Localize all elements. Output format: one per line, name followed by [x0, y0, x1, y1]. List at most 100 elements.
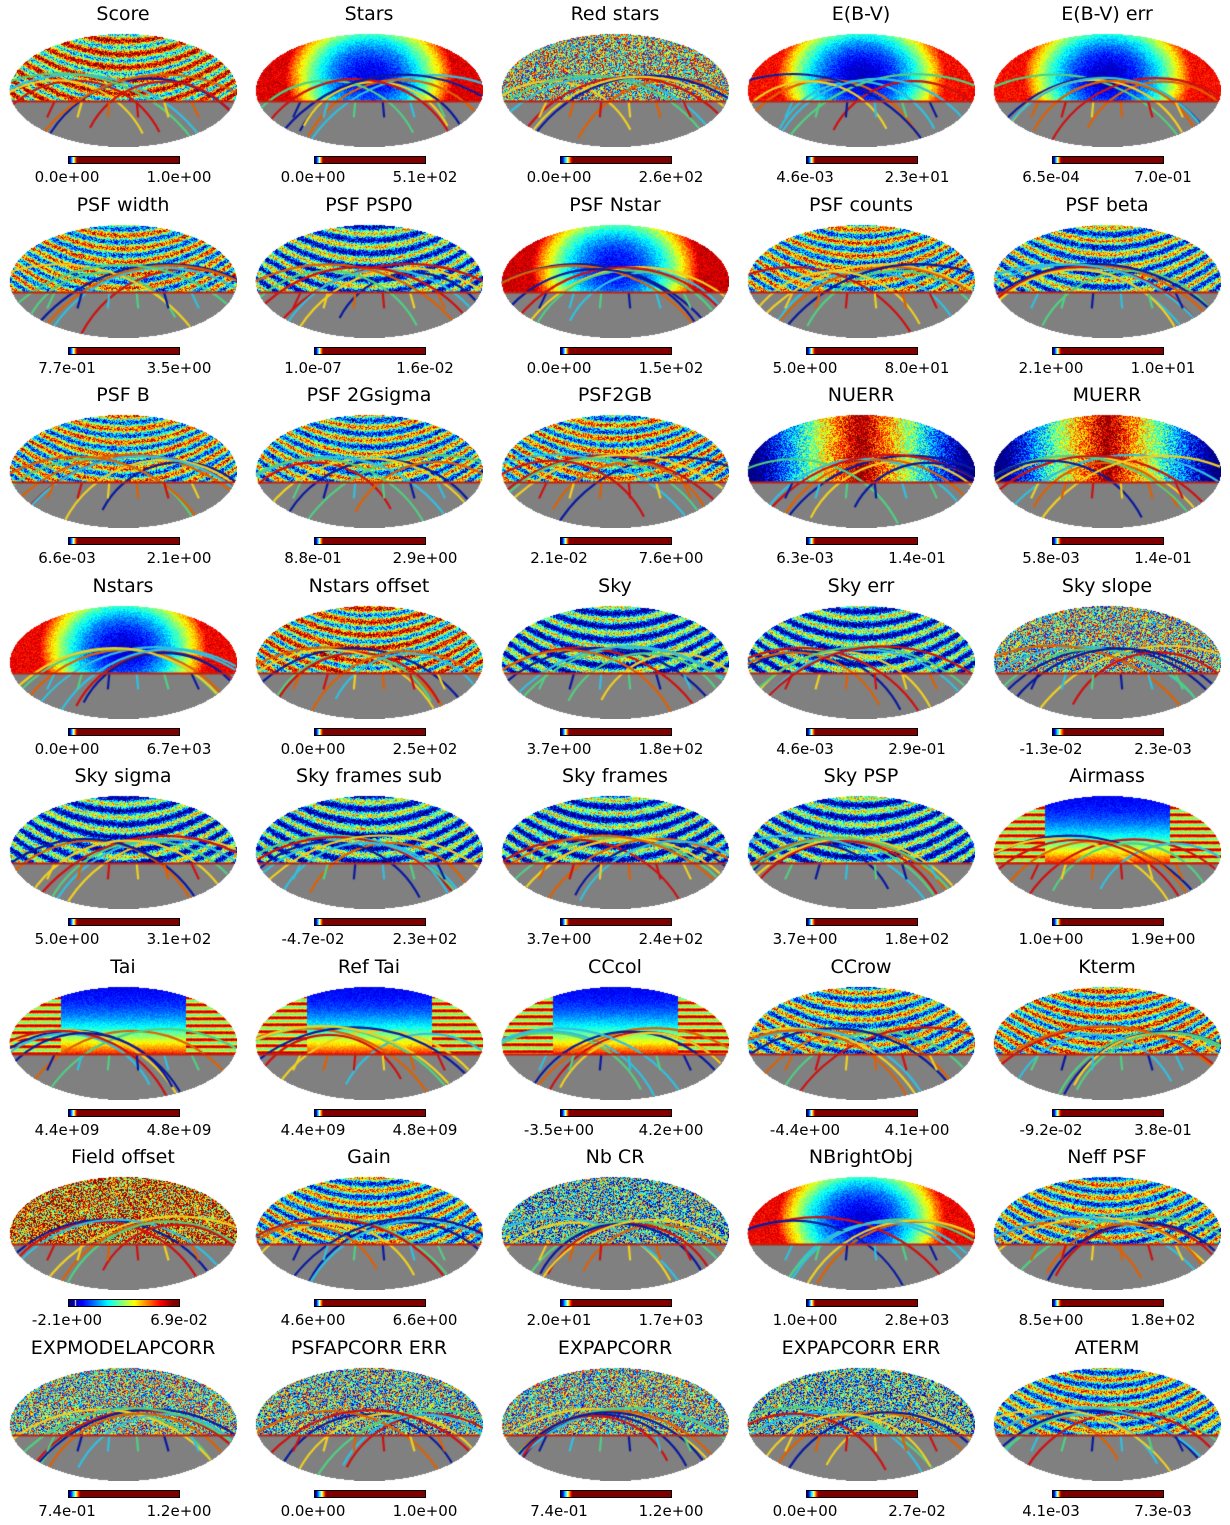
mollweide-map: [255, 223, 483, 338]
map-panel-21: Sky sigma 5.0e+00 3.1e+02: [0, 762, 246, 952]
colorbar: [806, 346, 918, 355]
map-title: Sky: [598, 574, 632, 597]
mollweide-map: [501, 985, 729, 1100]
mollweide-map: [501, 33, 729, 147]
colorbar-max-label: 4.1e+00: [884, 1120, 950, 1139]
map-title: Stars: [344, 3, 394, 25]
colorbar: [68, 537, 180, 545]
colorbar-min-label: -4.4e+00: [769, 1120, 841, 1139]
map-title: NBrightObj: [808, 1146, 914, 1168]
mollweide-map: [993, 604, 1221, 719]
colorbar-max-label: 2.3e+02: [392, 930, 458, 948]
colorbar: [1052, 537, 1164, 545]
mollweide-map: [993, 795, 1221, 909]
map-title: Sky slope: [1061, 574, 1153, 597]
map-title: PSF 2Gsigma: [306, 384, 432, 406]
map-title: Sky sigma: [74, 765, 172, 787]
colorbar-max-label: 2.7e-02: [888, 1501, 946, 1520]
mollweide-map: [747, 1176, 975, 1290]
map-panel-40: ATERM 4.1e-03 7.3e-03: [984, 1334, 1230, 1524]
colorbar-min-label: 6.5e-04: [1022, 168, 1080, 186]
colorbar-max-label: 3.1e+02: [146, 930, 212, 948]
colorbar: [314, 1108, 426, 1117]
colorbar-max-label: 1.8e+02: [884, 930, 950, 948]
mollweide-map: [747, 604, 975, 719]
map-title: Nb CR: [585, 1146, 645, 1168]
colorbar-max-label: 2.3e-03: [1134, 739, 1192, 758]
colorbar-min-label: 4.1e-03: [1022, 1501, 1080, 1520]
colorbar-max-label: 1.4e-01: [888, 549, 946, 567]
colorbar: [1052, 1299, 1164, 1307]
colorbar: [68, 1108, 180, 1117]
colorbar-max-label: 2.1e+00: [146, 549, 212, 567]
colorbar-min-label: 4.6e-03: [776, 739, 834, 758]
colorbar-min-label: 2.1e+00: [1018, 358, 1084, 377]
colorbar-min-label: 0.0e+00: [34, 739, 100, 758]
colorbar-max-label: 1.7e+03: [638, 1311, 704, 1329]
colorbar-min-label: 4.4e+09: [34, 1120, 100, 1139]
map-panel-39: EXPAPCORR ERR 0.0e+00 2.7e-02: [738, 1334, 984, 1524]
mollweide-map: [747, 985, 975, 1100]
map-title: CCrow: [830, 955, 892, 978]
colorbar: [806, 1489, 918, 1498]
colorbar: [68, 346, 180, 355]
mollweide-map: [501, 223, 729, 338]
map-title: E(B-V): [831, 3, 891, 25]
map-title: EXPAPCORR ERR: [781, 1336, 941, 1359]
map-panel-32: Gain 4.6e+00 6.6e+00: [246, 1143, 492, 1333]
colorbar-min-label: 3.7e+00: [526, 930, 592, 948]
map-panel-3: Red stars 0.0e+00 2.6e+02: [492, 0, 738, 190]
map-panel-9: PSF counts 5.0e+00 8.0e+01: [738, 191, 984, 381]
map-title: MUERR: [1072, 384, 1142, 406]
colorbar-min-label: 7.4e-01: [530, 1501, 588, 1520]
colorbar-max-label: 6.9e-02: [150, 1311, 208, 1329]
colorbar-min-label: 7.4e-01: [38, 1501, 96, 1520]
map-panel-8: PSF Nstar 0.0e+00 1.5e+02: [492, 191, 738, 381]
map-panel-29: CCrow -4.4e+00 4.1e+00: [738, 953, 984, 1143]
colorbar-min-label: -3.5e+00: [523, 1120, 595, 1139]
map-title: Airmass: [1069, 765, 1145, 787]
colorbar-max-label: 3.8e-01: [1134, 1120, 1192, 1139]
colorbar: [560, 1489, 672, 1498]
colorbar: [68, 1299, 180, 1307]
colorbar-min-label: 4.6e-03: [776, 168, 834, 186]
mollweide-map: [9, 1176, 237, 1290]
colorbar: [1052, 918, 1164, 926]
colorbar-min-label: 1.0e-07: [284, 358, 342, 377]
colorbar: [1052, 346, 1164, 355]
colorbar-max-label: 2.6e+02: [638, 168, 704, 186]
colorbar-min-label: 0.0e+00: [772, 1501, 838, 1520]
colorbar: [314, 918, 426, 926]
colorbar: [1052, 727, 1164, 736]
colorbar: [560, 346, 672, 355]
colorbar-max-label: 2.8e+03: [884, 1311, 950, 1329]
mollweide-map: [255, 795, 483, 909]
mollweide-map: [747, 33, 975, 147]
colorbar-max-label: 2.9e+00: [392, 549, 458, 567]
colorbar-min-label: 0.0e+00: [280, 739, 346, 758]
map-panel-10: PSF beta 2.1e+00 1.0e+01: [984, 191, 1230, 381]
colorbar-min-label: 3.7e+00: [772, 930, 838, 948]
map-panel-34: NBrightObj 1.0e+00 2.8e+03: [738, 1143, 984, 1333]
colorbar-min-label: 4.6e+00: [280, 1311, 346, 1329]
colorbar-min-label: 5.8e-03: [1022, 549, 1080, 567]
mollweide-map: [747, 795, 975, 909]
colorbar-min-label: -2.1e+00: [31, 1311, 103, 1329]
map-panel-12: PSF 2Gsigma 8.8e-01 2.9e+00: [246, 381, 492, 571]
map-title: PSF Nstar: [569, 193, 661, 216]
map-title: EXPMODELAPCORR: [30, 1336, 216, 1359]
mollweide-map: [747, 1366, 975, 1481]
colorbar-max-label: 1.5e+02: [638, 358, 704, 377]
colorbar: [806, 918, 918, 926]
mollweide-map: [747, 414, 975, 528]
colorbar-min-label: 1.0e+00: [1018, 930, 1084, 948]
colorbar-max-label: 7.0e-01: [1134, 168, 1192, 186]
colorbar-max-label: 1.4e-01: [1134, 549, 1192, 567]
map-title: Score: [96, 3, 150, 25]
map-panel-2: Stars 0.0e+00 5.1e+02: [246, 0, 492, 190]
colorbar-min-label: 0.0e+00: [280, 1501, 346, 1520]
map-title: Red stars: [570, 3, 660, 25]
colorbar: [68, 1489, 180, 1498]
colorbar-max-label: 1.6e-02: [396, 358, 454, 377]
